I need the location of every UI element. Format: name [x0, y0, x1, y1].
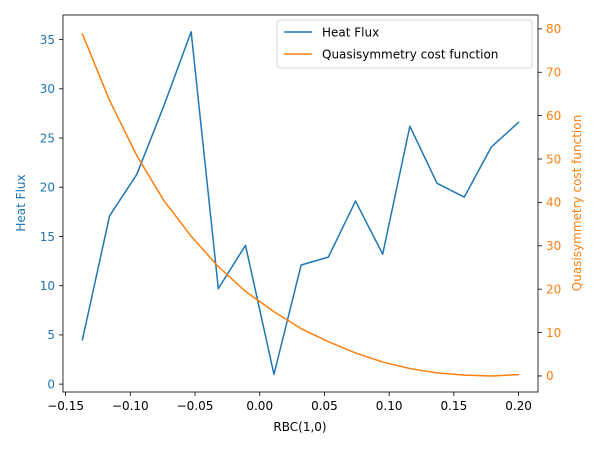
right-y-tick-label: 40 [546, 196, 561, 210]
left-y-axis-label: Heat Flux [14, 174, 28, 231]
x-tick-label: 0.05 [311, 399, 338, 413]
x-axis-label: RBC(1,0) [273, 420, 326, 434]
x-tick-label: 0.15 [441, 399, 468, 413]
legend: Heat Flux Quasisymmetry cost function [276, 19, 533, 69]
x-axis: −0.15 −0.10 −0.05 0.00 0.05 0.10 0.15 0.20 [47, 392, 532, 413]
x-tick-label: −0.10 [112, 399, 149, 413]
x-tick-label: 0.00 [246, 399, 273, 413]
right-y-tick-label: 20 [546, 282, 561, 296]
left-y-tick-label: 20 [40, 181, 55, 195]
legend-label-heat-flux: Heat Flux [322, 26, 379, 40]
right-y-axis: 0 10 20 30 40 50 60 70 80 [538, 22, 561, 383]
series-layer [81, 30, 520, 377]
x-tick-label: −0.05 [177, 399, 214, 413]
plot-frame [62, 14, 539, 393]
legend-box [276, 19, 533, 69]
right-y-tick-label: 0 [546, 369, 554, 383]
right-y-tick-label: 50 [546, 152, 561, 166]
left-y-tick-label: 30 [40, 82, 55, 96]
x-tick-label: 0.20 [505, 399, 532, 413]
left-y-tick-label: 0 [47, 377, 55, 391]
right-y-tick-label: 70 [546, 66, 561, 80]
left-y-axis: 0 5 10 15 20 25 30 35 [40, 33, 63, 391]
left-y-tick-label: 35 [40, 33, 55, 47]
left-y-tick-label: 15 [40, 230, 55, 244]
right-y-tick-label: 60 [546, 109, 561, 123]
right-y-axis-label: Quasisymmetry cost function [570, 115, 584, 291]
x-tick-label: −0.15 [47, 399, 84, 413]
left-y-tick-label: 5 [47, 328, 55, 342]
right-y-tick-label: 30 [546, 239, 561, 253]
legend-label-quasisymmetry: Quasisymmetry cost function [322, 48, 498, 62]
right-y-tick-label: 80 [546, 22, 561, 36]
left-y-tick-label: 25 [40, 131, 55, 145]
left-y-tick-label: 10 [40, 279, 55, 293]
x-tick-label: 0.10 [376, 399, 403, 413]
right-y-tick-label: 10 [546, 326, 561, 340]
